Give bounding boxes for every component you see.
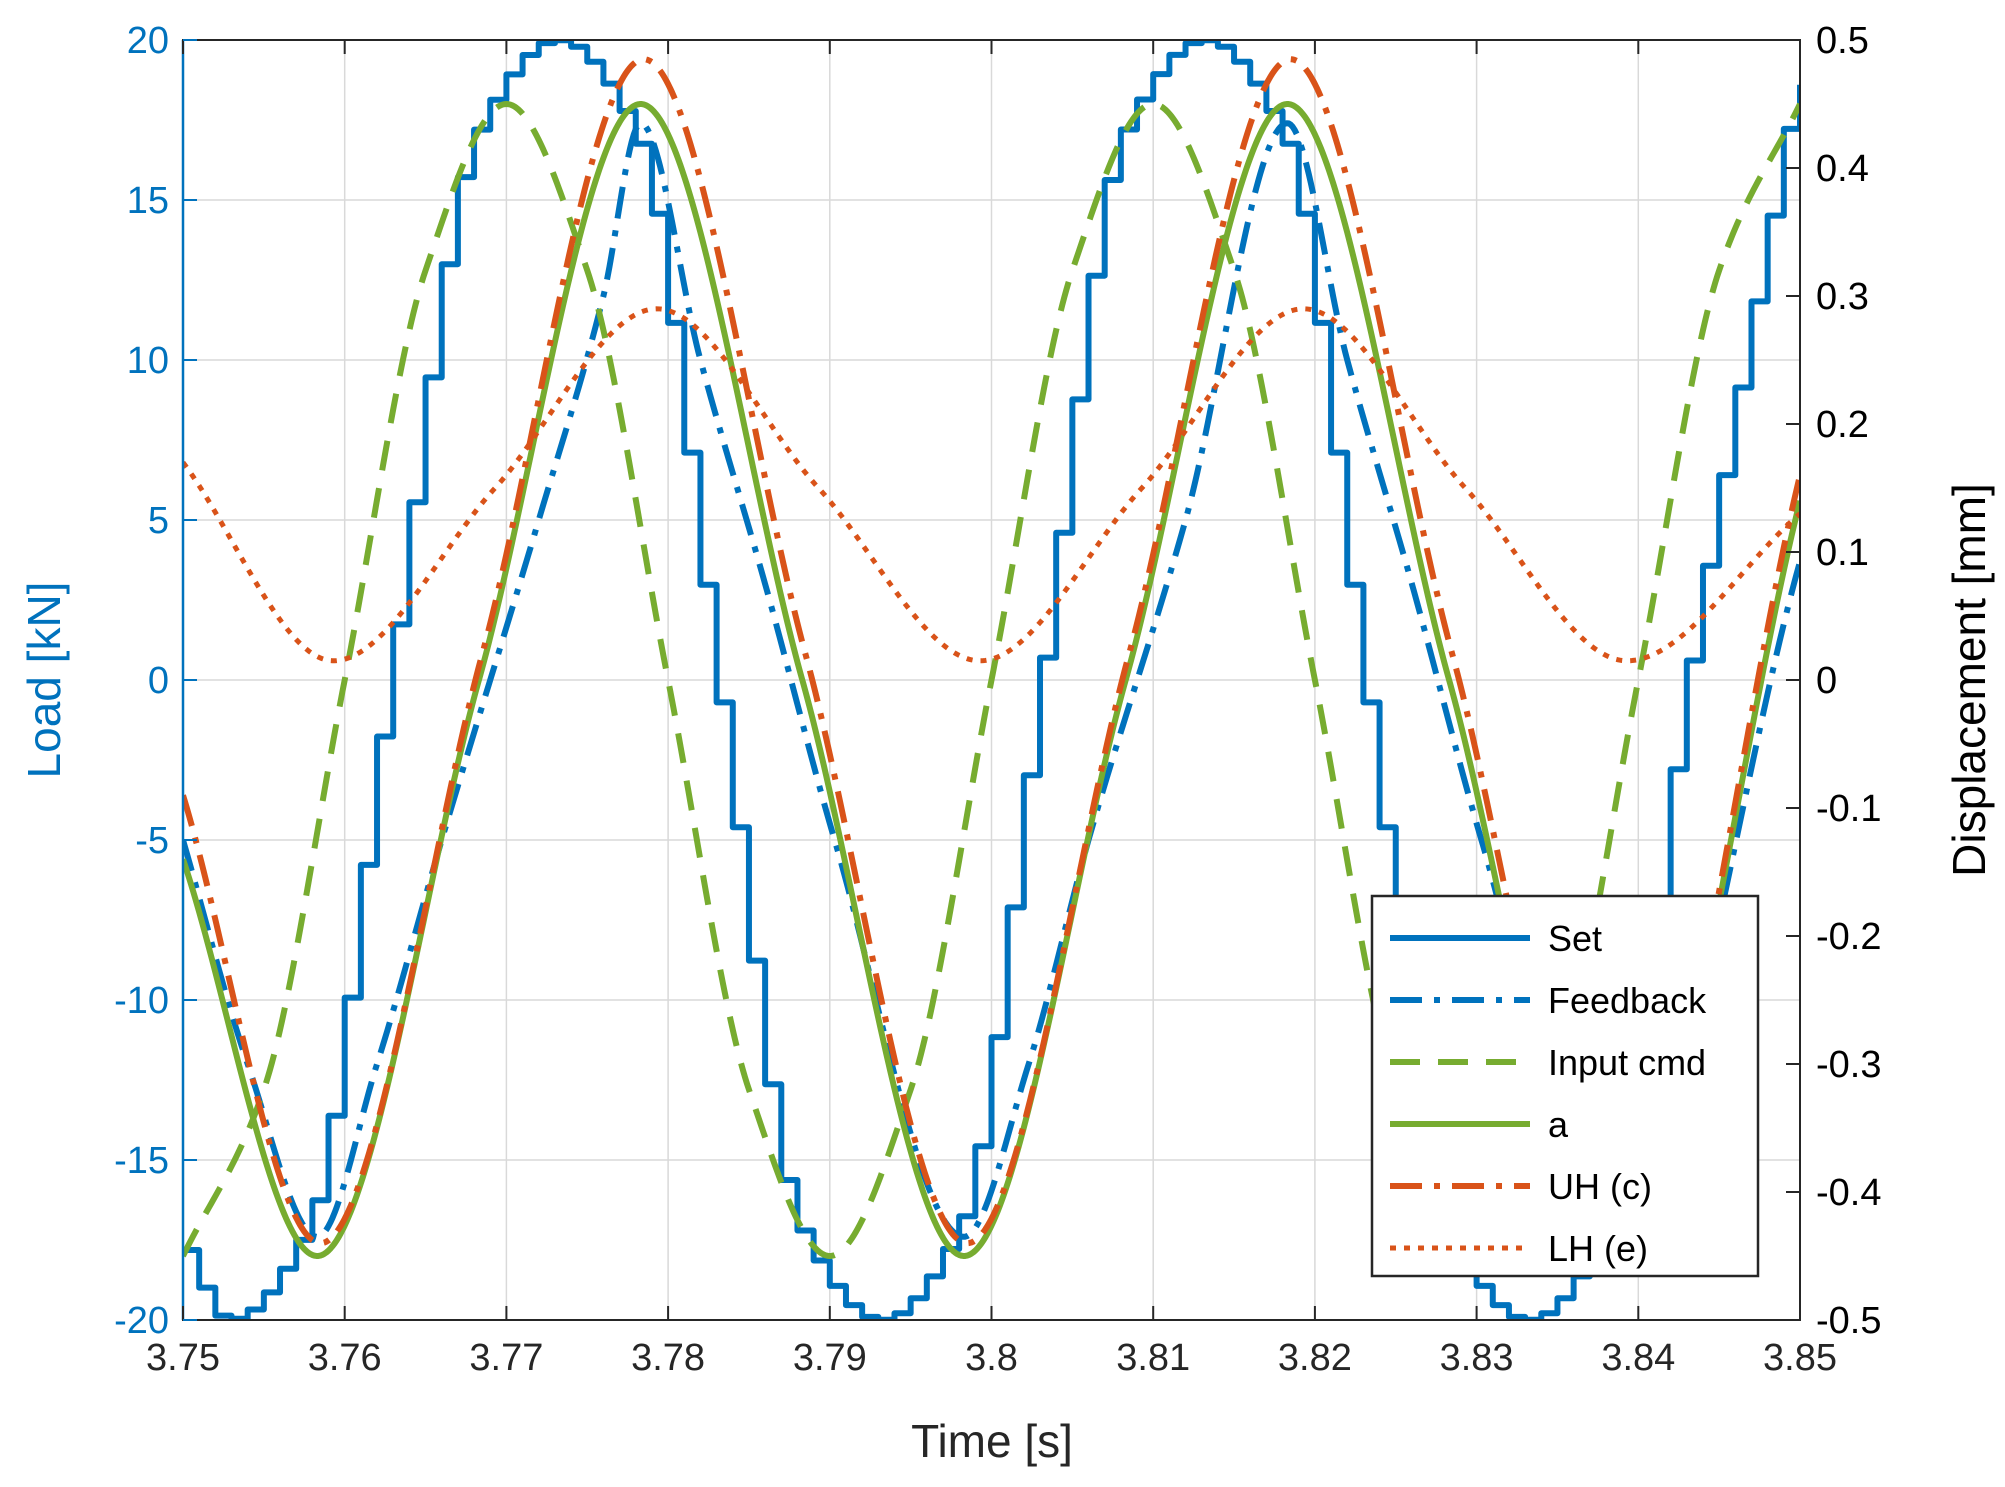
y-right-axis-label: Displacement [mm] bbox=[1943, 483, 1995, 877]
series-uh-c bbox=[183, 56, 1800, 1247]
legend-box bbox=[1370, 894, 1760, 1278]
x-tick-label: 3.75 bbox=[146, 1337, 220, 1379]
x-axis-label: Time [s] bbox=[911, 1415, 1073, 1467]
legend: Set Feedback Input cmd a UH (c) LH (e) bbox=[1370, 894, 1760, 1278]
x-tick-label: 3.79 bbox=[793, 1337, 867, 1379]
x-tick-label: 3.83 bbox=[1440, 1337, 1514, 1379]
y-right-tick-label: 0.5 bbox=[1816, 20, 1869, 62]
y-right-tick-label: 0.3 bbox=[1816, 276, 1869, 318]
legend-label: a bbox=[1548, 1104, 1569, 1145]
y-left-tick-label: 20 bbox=[127, 20, 169, 62]
y-right-tick-label: -0.4 bbox=[1816, 1172, 1881, 1214]
legend-label: UH (c) bbox=[1548, 1166, 1652, 1207]
y-left-tick-label: -10 bbox=[114, 980, 169, 1022]
legend-label: LH (e) bbox=[1548, 1228, 1648, 1269]
x-tick-label: 3.84 bbox=[1601, 1337, 1675, 1379]
y-left-tick-label: 15 bbox=[127, 180, 169, 222]
x-tick-label: 3.77 bbox=[469, 1337, 543, 1379]
series-lh-e bbox=[183, 306, 1800, 664]
y-left-tick-label: -20 bbox=[114, 1300, 169, 1342]
legend-label: Feedback bbox=[1548, 980, 1707, 1021]
y-left-tick-label: -5 bbox=[135, 820, 169, 862]
y-right-tick-label: 0.4 bbox=[1816, 148, 1869, 190]
y-right-tick-label: -0.3 bbox=[1816, 1044, 1881, 1086]
x-tick-label: 3.78 bbox=[631, 1337, 705, 1379]
y-left-axis-label: Load [kN] bbox=[18, 582, 70, 779]
y-right-tick-label: -0.1 bbox=[1816, 788, 1881, 830]
x-tick-label: 3.81 bbox=[1116, 1337, 1190, 1379]
x-tick-label: 3.85 bbox=[1763, 1337, 1837, 1379]
y-left-tick-label: 5 bbox=[148, 500, 169, 542]
x-tick-label: 3.76 bbox=[308, 1337, 382, 1379]
y-right-tick-label: 0.1 bbox=[1816, 532, 1869, 574]
y-left-tick-label: 0 bbox=[148, 660, 169, 702]
y-left-tick-label: 10 bbox=[127, 340, 169, 382]
y-right-tick-label: 0 bbox=[1816, 660, 1837, 702]
y-right-tick-label: -0.5 bbox=[1816, 1300, 1881, 1342]
y-left-tick-label: -15 bbox=[114, 1140, 169, 1182]
legend-label: Input cmd bbox=[1548, 1042, 1706, 1083]
x-tick-label: 3.8 bbox=[965, 1337, 1018, 1379]
y-right-tick-label: 0.2 bbox=[1816, 404, 1869, 446]
y-right-tick-label: -0.2 bbox=[1816, 916, 1881, 958]
legend-label: Set bbox=[1548, 918, 1602, 959]
x-tick-label: 3.82 bbox=[1278, 1337, 1352, 1379]
ticks: 3.75 3.76 3.77 3.78 3.79 3.8 3.81 3.82 3.83 3.84 3… bbox=[114, 20, 1881, 1379]
